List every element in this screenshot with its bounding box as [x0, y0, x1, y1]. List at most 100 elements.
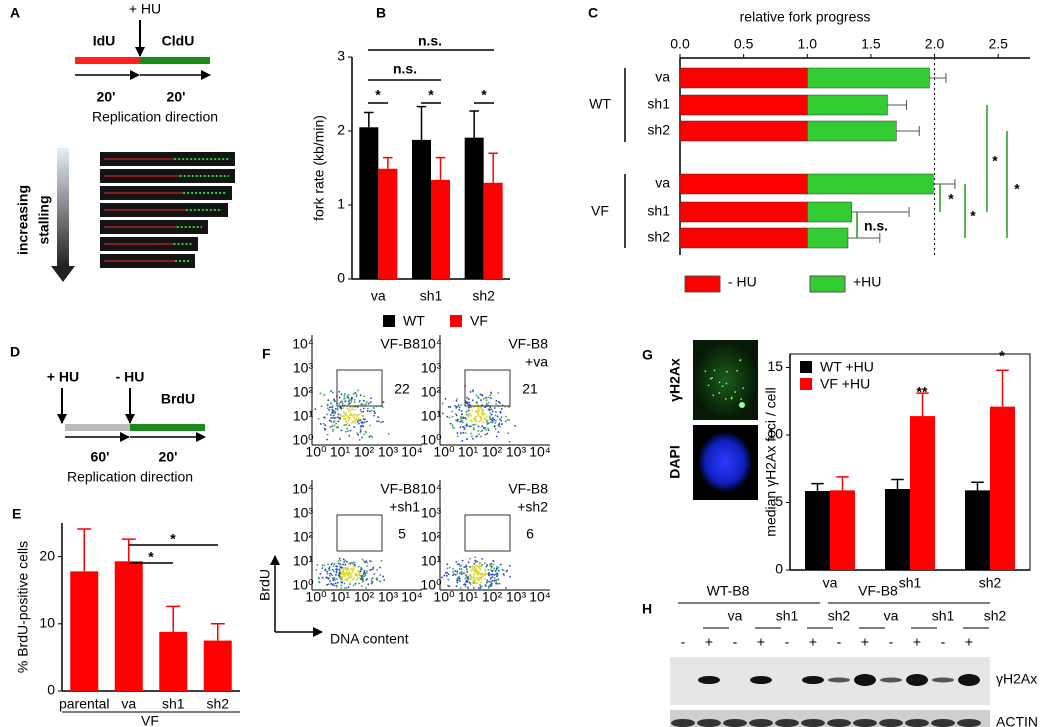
cell-dot: [366, 407, 369, 410]
cell-dot: [319, 423, 322, 425]
cell-dot: [488, 580, 491, 583]
cell-dot: [379, 580, 381, 583]
x-axis-label: VF: [141, 713, 159, 727]
error-bar: [851, 207, 910, 217]
cell-dot: [446, 571, 449, 574]
cell-dot: [324, 429, 326, 431]
cell-dot: [492, 569, 495, 572]
cell-dot: [376, 569, 378, 571]
flow-tick-label: 10¹: [293, 408, 314, 424]
cell-dot: [360, 568, 363, 571]
annotation: n.s.: [864, 218, 888, 234]
cell-dot: [342, 410, 345, 413]
cell-dot: [485, 419, 488, 422]
cell-dot: [485, 415, 488, 418]
cell-dot: [350, 575, 353, 578]
cell-dot: [488, 585, 490, 588]
cell-dot: [353, 578, 355, 580]
cell-dot: [514, 425, 516, 427]
cell-dot: [329, 580, 332, 583]
error-bar: [77, 528, 92, 572]
bar: [910, 416, 935, 570]
focus-dot: [707, 384, 710, 387]
cell-dot: [354, 582, 357, 585]
cell-dot: [487, 573, 490, 576]
gradient-label: increasing: [15, 185, 31, 255]
cell-dot: [490, 392, 493, 395]
cell-dot: [366, 561, 368, 564]
cell-dot: [363, 433, 366, 436]
cell-dot: [479, 568, 482, 571]
cell-dot: [337, 581, 339, 584]
cell-dot: [350, 400, 353, 403]
cell-dot: [456, 572, 459, 574]
cell-dot: [327, 583, 330, 586]
cell-dot: [330, 402, 332, 405]
group-label: VF: [591, 203, 609, 219]
cell-dot: [330, 582, 332, 585]
cell-dot: [362, 407, 365, 410]
brdu-track: [130, 424, 205, 431]
cell-dot: [488, 409, 491, 412]
cell-dot: [368, 410, 371, 413]
cell-dot: [497, 569, 500, 572]
cell-dot: [455, 585, 458, 588]
cell-dot: [500, 408, 503, 410]
hu-sign: +: [809, 634, 817, 650]
flow-tick-label: 10²: [354, 589, 375, 605]
cell-dot: [472, 423, 475, 426]
cell-dot: [370, 435, 372, 437]
cell-dot: [369, 424, 372, 427]
cell-dot: [491, 579, 494, 582]
cell-dot: [379, 574, 382, 577]
flow-tick-label: 10³: [506, 444, 527, 460]
flow-tick-label: 10⁴: [420, 336, 442, 352]
cell-dot: [474, 415, 477, 418]
blot-band: [671, 719, 695, 727]
cell-dot: [362, 421, 365, 424]
hu-sign: -: [681, 634, 686, 650]
cell-dot: [491, 417, 494, 420]
bar: [378, 168, 398, 279]
cell-dot: [339, 566, 342, 569]
error-bar: [971, 481, 984, 491]
cell-dot: [372, 576, 374, 579]
cell-dot: [489, 584, 492, 586]
cell-dot: [493, 407, 496, 409]
cell-dot: [333, 584, 336, 587]
cell-dot: [457, 405, 460, 408]
cell-dot: [339, 574, 342, 577]
cell-dot: [500, 419, 503, 422]
protein-label: ACTIN: [996, 714, 1038, 727]
cell-dot: [334, 407, 337, 410]
cell-dot: [344, 563, 347, 566]
flow-tick-label: 10⁴: [420, 481, 442, 497]
cell-dot: [481, 563, 484, 566]
cell-dot: [471, 409, 474, 412]
cell-dot: [352, 584, 355, 587]
cell-dot: [333, 563, 336, 565]
cell-dot: [459, 432, 462, 435]
cell-dot: [476, 435, 478, 438]
cell-dot: [466, 402, 469, 405]
cell-dot: [373, 410, 376, 413]
legend-label: VF: [470, 313, 488, 329]
cell-dot: [345, 567, 348, 570]
cell-dot: [483, 562, 486, 564]
cell-dot: [353, 392, 356, 394]
flow-y-label: BrdU: [257, 569, 273, 601]
cell-dot: [476, 420, 478, 422]
cell-dot: [506, 569, 509, 572]
stain-label: γH2Ax: [667, 358, 683, 402]
y-tick-label: 10: [39, 615, 55, 631]
x-tick-label: sh1: [899, 575, 922, 591]
hu-sign: -: [837, 634, 842, 650]
cell-dot: [484, 572, 487, 575]
cell-dot: [467, 561, 470, 564]
cell-dot: [338, 390, 341, 393]
protein-label: γH2Ax: [996, 671, 1037, 687]
bar-segment: [679, 227, 808, 249]
bar-segment: [807, 120, 897, 142]
cell-dot: [492, 560, 495, 562]
